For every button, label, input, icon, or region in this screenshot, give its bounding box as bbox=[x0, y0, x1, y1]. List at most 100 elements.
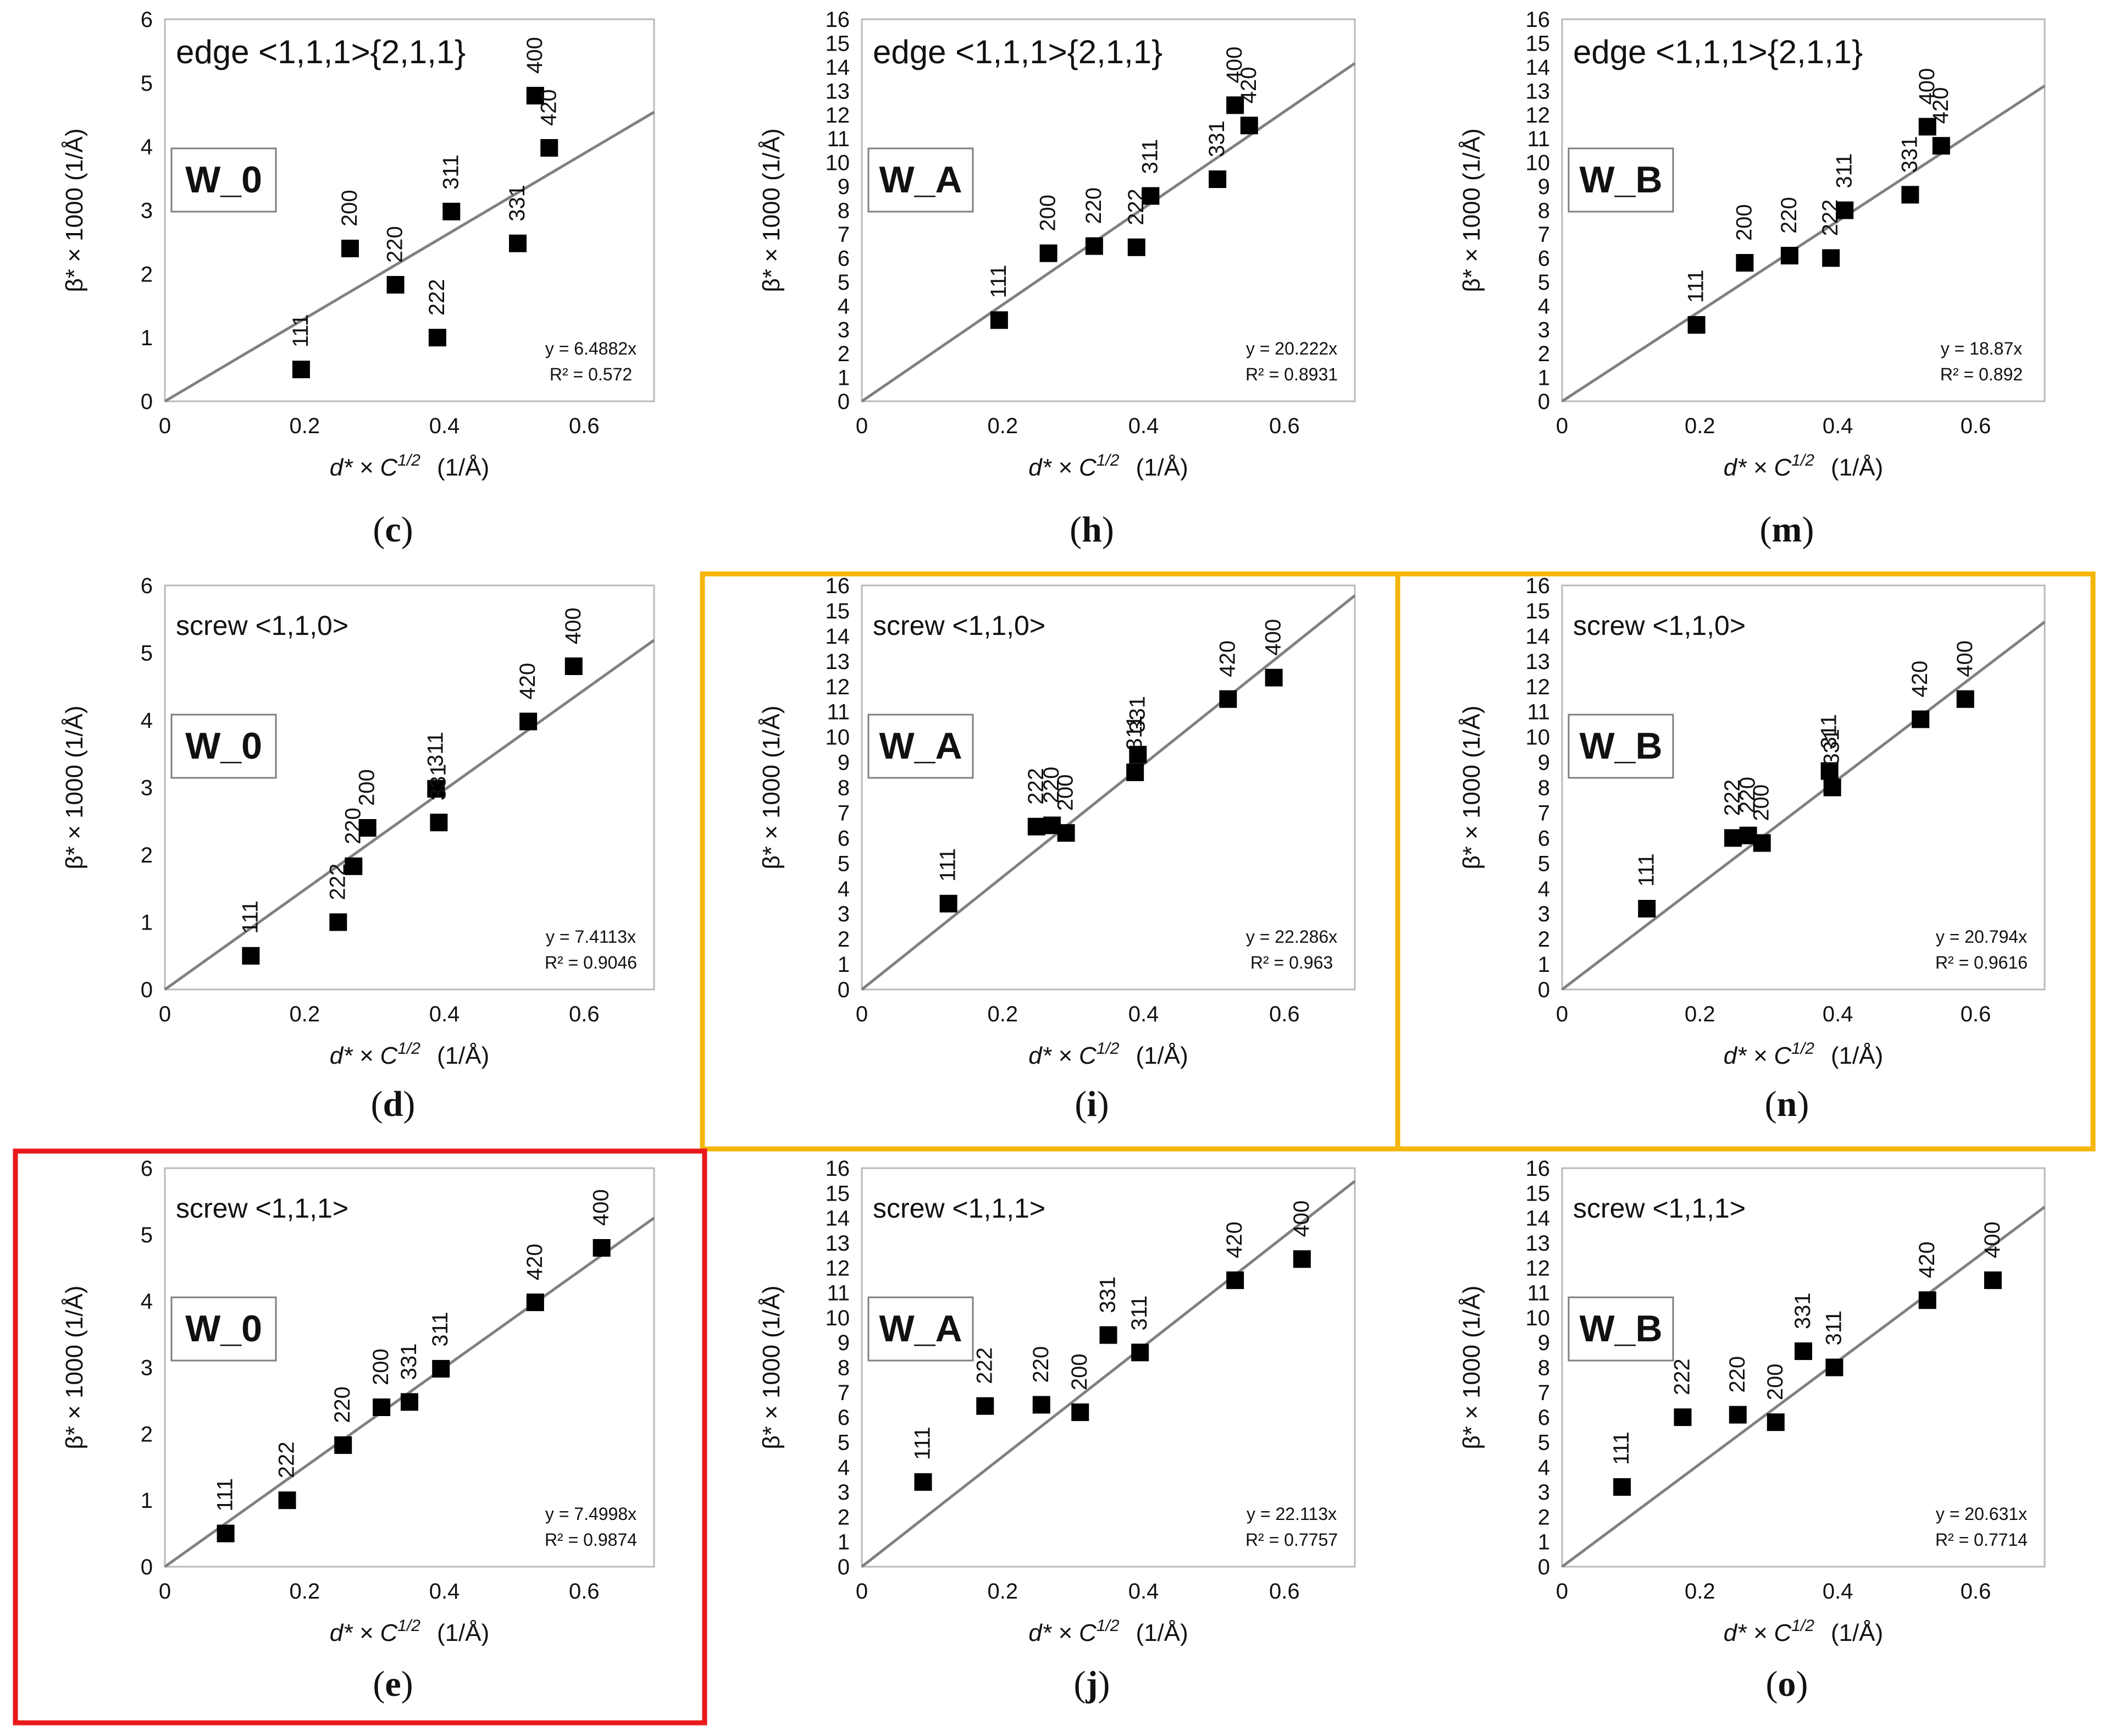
fit-line bbox=[861, 594, 1356, 991]
x-tick-label: 0.4 bbox=[1128, 414, 1159, 438]
data-point-200 bbox=[1071, 1403, 1089, 1422]
highlight-frame-n bbox=[1395, 571, 2096, 1152]
y-tick-label: 14 bbox=[1526, 56, 1551, 80]
y-tick-label: 3 bbox=[1538, 902, 1550, 926]
data-point-311 bbox=[1825, 1358, 1843, 1376]
x-axis-label: d* × C1/2 (1/Å) bbox=[1028, 1040, 1188, 1069]
y-tick-label: 15 bbox=[826, 1181, 850, 1206]
panel-letter: (d) bbox=[371, 1084, 416, 1124]
panel-letter: (c) bbox=[373, 510, 413, 550]
point-label-311: 311 bbox=[1127, 1296, 1151, 1331]
panel-letter-char: n bbox=[1777, 1084, 1797, 1124]
y-tick-label: 6 bbox=[141, 574, 153, 598]
fit-line bbox=[1561, 1206, 2046, 1568]
y-axis-label: β* × 1000 (1/Å) bbox=[758, 705, 785, 869]
data-point-222 bbox=[1822, 249, 1840, 267]
data-point-331 bbox=[430, 814, 448, 832]
point-label-420: 420 bbox=[1929, 87, 1953, 124]
point-label-420: 420 bbox=[1215, 640, 1239, 677]
x-axis-label-unit: (1/Å) bbox=[1831, 454, 1883, 481]
point-label-222: 222 bbox=[275, 1441, 299, 1478]
point-label-111: 111 bbox=[1634, 853, 1658, 887]
mode-label: screw <1,1,0> bbox=[873, 610, 1045, 641]
point-label-420: 420 bbox=[523, 1243, 547, 1280]
x-tick-label: 0.2 bbox=[987, 1579, 1018, 1604]
x-axis-label: d* × C1/2 (1/Å) bbox=[330, 1617, 490, 1646]
y-tick-label: 5 bbox=[1538, 1430, 1550, 1455]
panel-letter-paren: ( bbox=[1074, 1664, 1086, 1704]
data-point-331 bbox=[1209, 170, 1227, 189]
y-tick-label: 9 bbox=[838, 1331, 850, 1355]
data-point-111 bbox=[990, 311, 1008, 329]
x-axis-label-main: d* × C bbox=[330, 454, 398, 481]
fit-r2: R² = 0.7757 bbox=[1245, 1530, 1338, 1550]
y-tick-label: 4 bbox=[141, 1290, 153, 1314]
point-label-111: 111 bbox=[238, 900, 262, 934]
data-point-111 bbox=[914, 1473, 932, 1491]
y-tick-label: 14 bbox=[826, 1207, 850, 1231]
point-label-420: 420 bbox=[1222, 1221, 1247, 1258]
y-tick-label: 6 bbox=[1538, 246, 1550, 270]
data-point-400 bbox=[593, 1239, 611, 1257]
point-label-222: 222 bbox=[1670, 1358, 1695, 1395]
fit-equation: y = 18.87x bbox=[1941, 339, 2023, 358]
point-label-331: 331 bbox=[505, 185, 529, 222]
data-point-200 bbox=[1767, 1413, 1785, 1431]
fit-equation: y = 7.4113x bbox=[546, 927, 636, 947]
sample-box bbox=[170, 714, 277, 779]
y-axis-label: β* × 1000 (1/Å) bbox=[1458, 705, 1485, 869]
fit-r2: R² = 0.9616 bbox=[1935, 953, 2028, 972]
fit-line bbox=[164, 1217, 655, 1568]
y-tick-label: 0 bbox=[1538, 978, 1550, 1002]
x-tick-label: 0.6 bbox=[569, 414, 600, 438]
panel-letter: (h) bbox=[1070, 510, 1114, 550]
y-tick-label: 0 bbox=[1538, 390, 1550, 414]
y-tick-label: 13 bbox=[826, 1231, 850, 1256]
y-tick-label: 3 bbox=[141, 776, 153, 800]
y-tick-label: 2 bbox=[141, 1422, 153, 1446]
y-tick-label: 11 bbox=[827, 1281, 850, 1306]
data-point-400 bbox=[526, 87, 544, 104]
panel-letter-paren: ( bbox=[1766, 1664, 1778, 1704]
x-tick-label: 0.4 bbox=[1823, 1579, 1853, 1604]
fit-equation: y = 6.4882x bbox=[545, 339, 636, 358]
y-tick-label: 3 bbox=[141, 199, 153, 223]
fit-equation: y = 20.222x bbox=[1246, 339, 1337, 358]
x-tick-label: 0.6 bbox=[1961, 1002, 1991, 1026]
x-axis-label-sup: 1/2 bbox=[1791, 1040, 1814, 1058]
data-point-222 bbox=[329, 913, 347, 931]
panel-letter-paren: ) bbox=[1797, 1084, 1809, 1124]
x-axis-label-main: d* × C bbox=[1724, 454, 1792, 481]
data-point-420 bbox=[526, 1293, 544, 1312]
x-tick-label: 0.4 bbox=[1128, 1579, 1159, 1604]
y-tick-label: 14 bbox=[826, 624, 850, 649]
point-label-222: 222 bbox=[972, 1347, 996, 1384]
y-axis-label: β* × 1000 (1/Å) bbox=[758, 128, 785, 292]
y-tick-label: 3 bbox=[838, 1480, 850, 1505]
data-point-420 bbox=[1226, 1271, 1244, 1289]
y-tick-label: 1 bbox=[838, 953, 850, 977]
data-point-420 bbox=[1240, 117, 1258, 135]
y-tick-label: 12 bbox=[826, 103, 850, 128]
plot-area bbox=[1561, 18, 2046, 402]
x-tick-label: 0.6 bbox=[569, 1579, 600, 1604]
sample-label: W_0 bbox=[185, 159, 262, 201]
y-tick-label: 6 bbox=[838, 1406, 850, 1430]
y-tick-label: 3 bbox=[1538, 1480, 1550, 1505]
plot-area bbox=[1561, 584, 2046, 991]
x-tick-label: 0 bbox=[159, 414, 171, 438]
panel-letter-paren: ) bbox=[1098, 1664, 1110, 1704]
data-point-400 bbox=[1293, 1250, 1311, 1268]
panel-letter: (m) bbox=[1760, 510, 1814, 550]
data-point-200 bbox=[1039, 244, 1057, 262]
y-tick-label: 7 bbox=[838, 801, 850, 825]
point-label-331: 331 bbox=[1820, 729, 1844, 766]
y-tick-label: 16 bbox=[1526, 1157, 1551, 1181]
x-tick-label: 0 bbox=[856, 1579, 868, 1604]
x-tick-label: 0.2 bbox=[289, 1002, 320, 1026]
x-tick-label: 0.6 bbox=[1269, 414, 1300, 438]
y-tick-label: 10 bbox=[826, 151, 850, 175]
x-axis-label-sup: 1/2 bbox=[1791, 1617, 1814, 1635]
y-tick-label: 0 bbox=[141, 978, 153, 1002]
data-point-222 bbox=[1724, 829, 1742, 847]
